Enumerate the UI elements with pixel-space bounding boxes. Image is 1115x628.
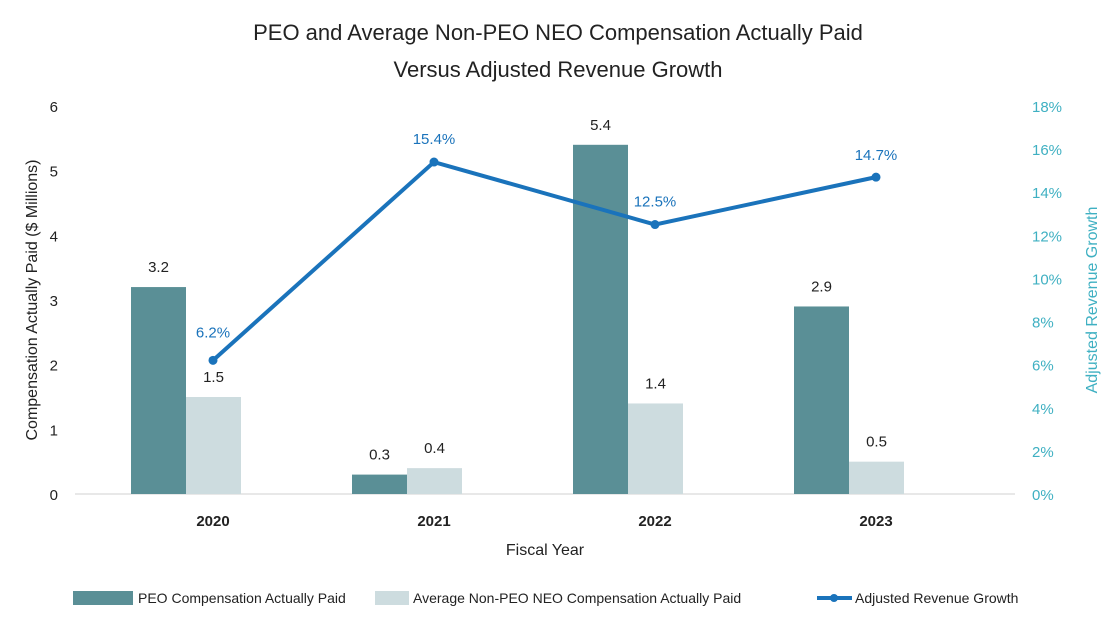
y-tick-label: 5 xyxy=(50,164,58,181)
bar-peo xyxy=(573,144,628,495)
y-tick-label: 6 xyxy=(50,99,58,116)
data-label: 0.5 xyxy=(866,434,887,451)
legend-swatch-peo xyxy=(73,591,133,605)
data-label: 1.4 xyxy=(645,375,666,392)
data-label: 0.4 xyxy=(424,440,445,457)
legend-label-peo: PEO Compensation Actually Paid xyxy=(138,590,346,606)
legend: PEO Compensation Actually Paid Average N… xyxy=(73,590,1018,606)
growth-point xyxy=(429,157,439,167)
y-tick-label: 2 xyxy=(50,358,58,375)
legend-label-non-peo: Average Non-PEO NEO Compensation Actuall… xyxy=(413,590,741,606)
x-tick-label: 2022 xyxy=(638,513,671,530)
growth-point xyxy=(871,172,881,182)
data-label: 1.5 xyxy=(203,369,224,386)
y2-tick-label: 12% xyxy=(1032,228,1062,245)
y-axis-label: Compensation Actually Paid ($ Millions) xyxy=(24,159,41,440)
bar-non-peo xyxy=(849,461,904,494)
x-tick-label: 2021 xyxy=(417,513,450,530)
bar-non-peo xyxy=(407,468,462,494)
y-tick-label: 3 xyxy=(50,293,58,310)
y-tick-label: 1 xyxy=(50,422,58,439)
y-tick-label: 0 xyxy=(50,487,58,504)
y2-tick-label: 10% xyxy=(1032,271,1062,288)
data-label: 2.9 xyxy=(811,278,832,295)
bar-non-peo xyxy=(628,403,683,494)
growth-data-label: 6.2% xyxy=(196,324,230,341)
bar-peo xyxy=(131,287,186,494)
y2-tick-label: 0% xyxy=(1032,487,1054,504)
legend-label-growth: Adjusted Revenue Growth xyxy=(855,590,1018,606)
y2-tick-label: 14% xyxy=(1032,185,1062,202)
x-axis-label: Fiscal Year xyxy=(506,542,585,559)
growth-line xyxy=(211,159,877,362)
growth-data-label: 12.5% xyxy=(634,194,677,211)
chart-title-line2: Versus Adjusted Revenue Growth xyxy=(394,57,723,82)
y-tick-label: 4 xyxy=(50,228,58,245)
growth-data-label: 14.7% xyxy=(855,147,898,164)
x-tick-label: 2020 xyxy=(196,513,229,530)
y2-tick-label: 2% xyxy=(1032,444,1054,461)
growth-point xyxy=(650,220,660,230)
chart-title-line1: PEO and Average Non-PEO NEO Compensation… xyxy=(253,20,863,45)
x-tick-label: 2023 xyxy=(859,513,892,530)
growth-data-label: 15.4% xyxy=(413,131,456,148)
y2-tick-label: 6% xyxy=(1032,358,1054,375)
bar-non-peo xyxy=(186,397,241,494)
growth-point xyxy=(208,355,218,365)
legend-swatch-non-peo xyxy=(375,591,409,605)
data-label: 5.4 xyxy=(590,117,611,134)
bar-peo xyxy=(794,306,849,494)
data-label: 0.3 xyxy=(369,447,390,464)
y2-axis-label: Adjusted Revenue Growth xyxy=(1084,207,1101,394)
data-label: 3.2 xyxy=(148,259,169,276)
y2-tick-label: 18% xyxy=(1032,99,1062,116)
y2-tick-label: 16% xyxy=(1032,142,1062,159)
bar-peo xyxy=(352,474,407,494)
y2-tick-label: 4% xyxy=(1032,401,1054,418)
legend-swatch-growth-marker xyxy=(830,594,838,602)
y2-tick-label: 8% xyxy=(1032,315,1054,332)
